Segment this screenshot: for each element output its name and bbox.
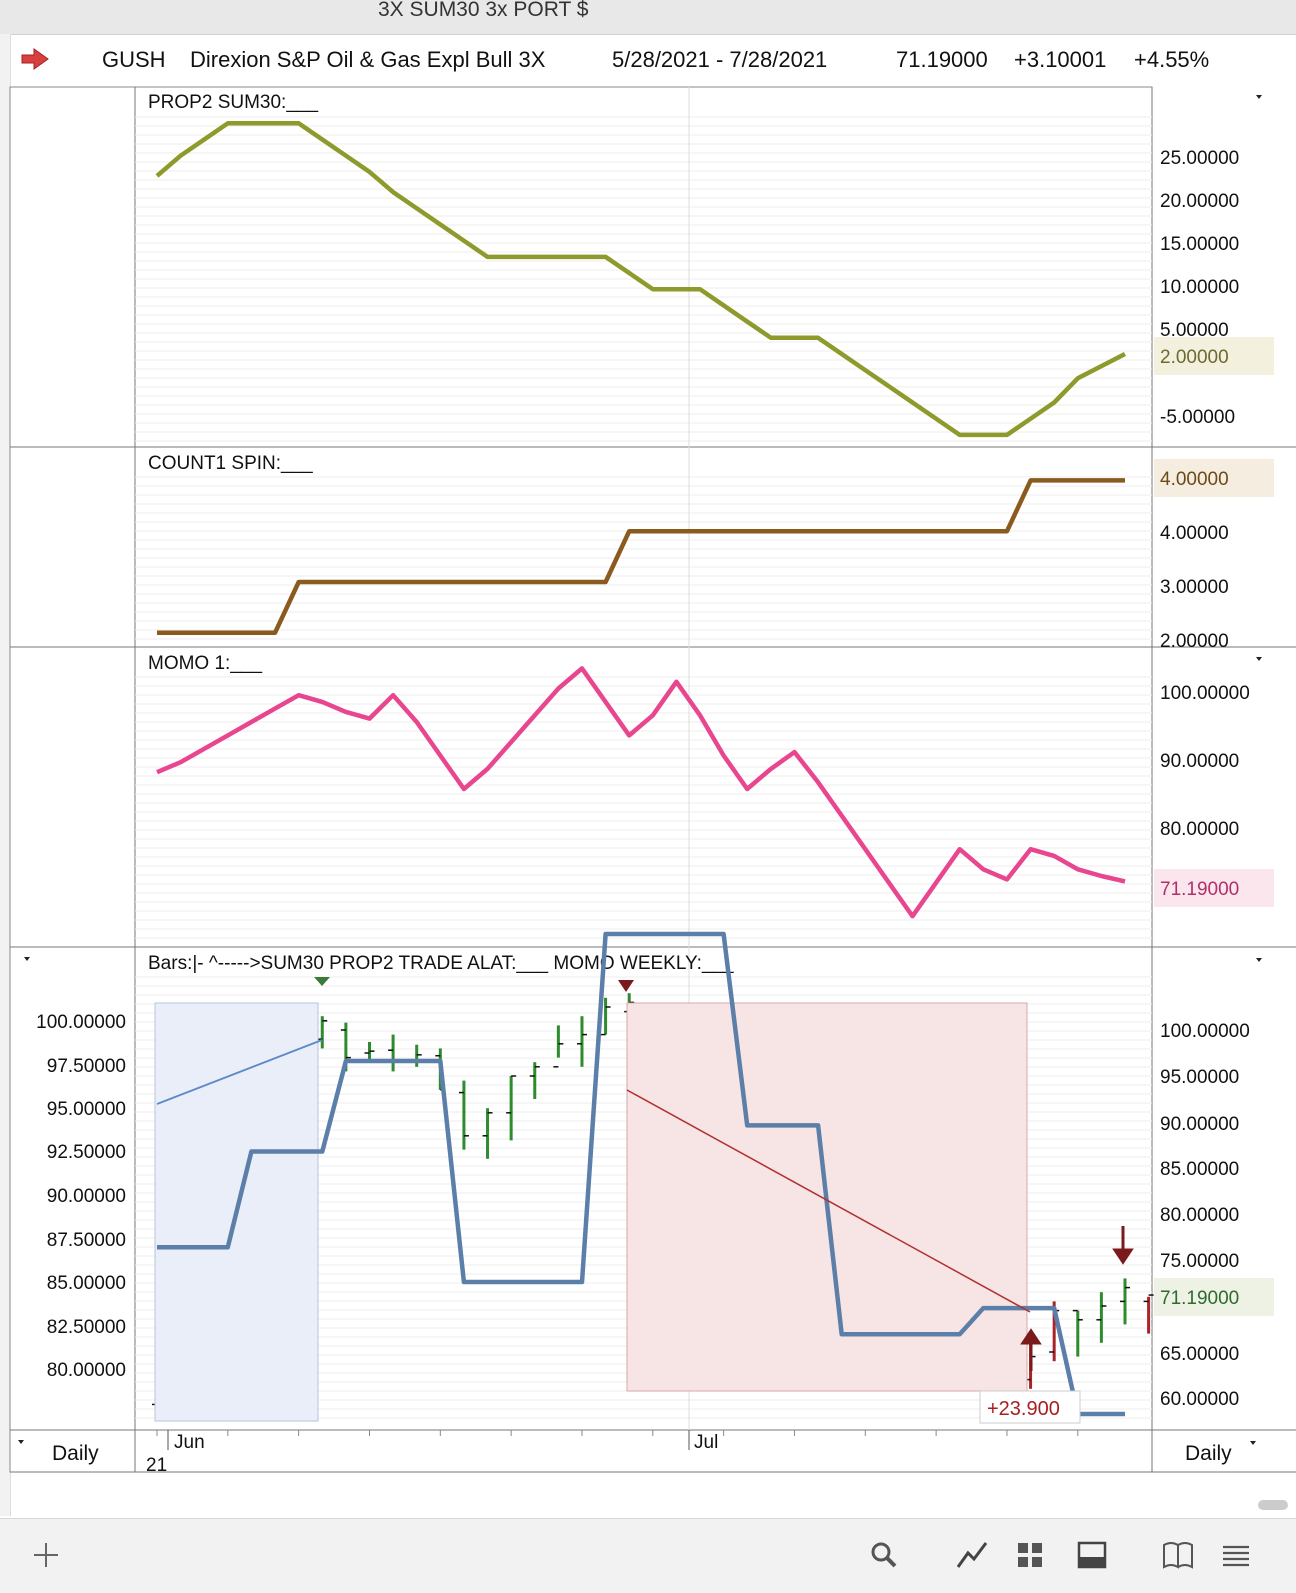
ohlc-bar <box>1120 1278 1130 1325</box>
last-value-box <box>1154 869 1274 907</box>
sell-signal-icon <box>618 980 634 992</box>
last-value-box <box>1154 1278 1274 1316</box>
y-tick-label: 60.00000 <box>1160 1389 1239 1410</box>
buy-signal-icon <box>314 977 330 986</box>
trend-line-down <box>626 1089 1031 1313</box>
trade-result-label: +23.900 <box>987 1398 1060 1420</box>
y-tick-label: 25.00000 <box>1160 148 1239 169</box>
quote-date-range: 5/28/2021 - 7/28/2021 <box>612 47 828 72</box>
y-tick-label: 90.00000 <box>47 1186 126 1207</box>
ohlc-bar <box>529 1062 540 1099</box>
horizontal-scrollbar[interactable] <box>1258 1500 1288 1510</box>
grid-icon[interactable] <box>1012 1537 1048 1573</box>
ohlc-bar <box>458 1080 469 1150</box>
y-tick-label: 87.50000 <box>47 1230 126 1251</box>
quote-symbol: GUSH <box>102 47 166 72</box>
y-tick-label: 5.00000 <box>1160 320 1229 341</box>
y-tick-label: 90.00000 <box>1160 751 1239 772</box>
window-titlebar: 3X SUM30 3x PORT $ <box>0 0 1296 35</box>
sum30-step-line <box>157 931 1125 1417</box>
search-icon[interactable] <box>866 1537 902 1573</box>
y-tick-label: 20.00000 <box>1160 191 1239 212</box>
y-tick-label: 100.00000 <box>36 1012 126 1033</box>
add-icon[interactable] <box>28 1537 64 1573</box>
count1-spin-line <box>157 478 1125 636</box>
trade-result-box <box>979 1390 1081 1424</box>
red-arrow-icon[interactable] <box>20 47 50 71</box>
y-tick-label: 65.00000 <box>1160 1344 1239 1365</box>
quote-last: 71.19000 <box>896 47 988 72</box>
ohlc-bar <box>506 1075 517 1141</box>
y-tick-label: 90.00000 <box>1160 1114 1239 1135</box>
x-year-label: 21 <box>146 1455 167 1476</box>
pane-menu-icon <box>1256 95 1262 99</box>
last-value-label: 71.19000 <box>1160 1288 1239 1309</box>
y-tick-label: 75.00000 <box>1160 1251 1239 1272</box>
ohlc-bar <box>576 1016 587 1067</box>
pane-menu-icon <box>1256 958 1262 962</box>
y-tick-label: 80.00000 <box>47 1360 126 1381</box>
sell-signal-icon <box>1112 1226 1134 1265</box>
y-tick-label: 100.00000 <box>1160 683 1250 704</box>
y-tick-label: 82.50000 <box>47 1317 126 1338</box>
last-value-box <box>1154 459 1274 497</box>
bottom-toolbar <box>0 1518 1296 1593</box>
ohlc-bar <box>482 1108 493 1159</box>
period-label-right: Daily <box>1185 1442 1232 1465</box>
ohlc-bar <box>1143 1294 1154 1334</box>
y-tick-label: 80.00000 <box>1160 1205 1239 1226</box>
last-value-label: 2.00000 <box>1160 347 1229 368</box>
book-icon[interactable] <box>1160 1537 1196 1573</box>
x-tick-label-jul: Jul <box>694 1432 718 1453</box>
prop2-sum30-line <box>155 121 1127 438</box>
ohlc-bar <box>1072 1309 1083 1357</box>
y-tick-label: 92.50000 <box>47 1142 126 1163</box>
quote-bar: GUSH Direxion S&P Oil & Gas Expl Bull 3X… <box>0 35 1296 87</box>
y-tick-label: 97.50000 <box>47 1056 126 1077</box>
chart-line-icon[interactable] <box>954 1537 990 1573</box>
momo-line <box>156 666 1126 919</box>
y-tick-label: 3.00000 <box>1160 577 1229 598</box>
last-value-label: 71.19000 <box>1160 879 1239 900</box>
menu-icon[interactable] <box>1218 1537 1254 1573</box>
y-tick-label: 95.00000 <box>1160 1067 1239 1088</box>
x-tick-label-jun: Jun <box>174 1432 205 1453</box>
chart-area[interactable]: PROP2 SUM30:___ COUNT1 SPIN:___ MOMO 1:___… <box>0 0 1296 1518</box>
y-tick-label: 4.00000 <box>1160 523 1229 544</box>
y-tick-label: 10.00000 <box>1160 277 1239 298</box>
y-tick-label: 100.00000 <box>1160 1021 1250 1042</box>
buy-signal-icon <box>1020 1328 1042 1371</box>
last-value-label: 4.00000 <box>1160 469 1229 490</box>
y-tick-label: 2.00000 <box>1160 631 1229 652</box>
quote-name: Direxion S&P Oil & Gas Expl Bull 3X <box>190 47 546 72</box>
ohlc-bar <box>600 997 611 1036</box>
pane-menu-icon <box>24 957 30 961</box>
y-tick-label: 15.00000 <box>1160 234 1239 255</box>
y-tick-label: 85.00000 <box>47 1273 126 1294</box>
pane-menu-icon <box>1256 657 1262 661</box>
trend-line-up <box>156 1039 323 1105</box>
ohlc-bar <box>1096 1292 1107 1343</box>
panel-icon[interactable] <box>1074 1537 1110 1573</box>
pane-title-1: PROP2 SUM30:___ <box>148 92 318 113</box>
quote-change: +3.10001 <box>1014 47 1107 72</box>
y-tick-label: -5.00000 <box>1160 407 1235 428</box>
pane-title-4: Bars:|- ^----->SUM30 PROP2 TRADE ALAT:__… <box>148 953 734 974</box>
quote-change-pct: +4.55% <box>1134 47 1210 72</box>
period-label-left: Daily <box>52 1442 99 1465</box>
last-value-box <box>1154 337 1274 375</box>
pane-title-2: COUNT1 SPIN:___ <box>148 453 313 474</box>
ohlc-bar <box>553 1025 564 1068</box>
y-tick-label: 85.00000 <box>1160 1159 1239 1180</box>
y-tick-label: 95.00000 <box>47 1099 126 1120</box>
period-menu-icon <box>18 1440 24 1444</box>
pane-title-3: MOMO 1:___ <box>148 653 262 674</box>
window-title: 3X SUM30 3x PORT $ <box>378 0 589 21</box>
y-tick-label: 80.00000 <box>1160 819 1239 840</box>
period-menu-icon <box>1250 1441 1256 1445</box>
